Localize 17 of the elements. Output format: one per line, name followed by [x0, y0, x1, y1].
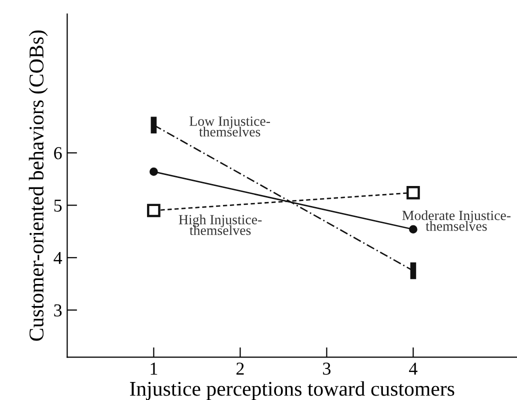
x-tick-label: 3	[323, 362, 331, 375]
point	[147, 204, 160, 218]
y-tick-label: 6	[54, 147, 62, 160]
x-tick-label: 2	[236, 362, 244, 375]
x-axis-title: Injustice perceptions toward customers	[130, 381, 454, 400]
point	[150, 168, 158, 176]
y-tick-label: 4	[54, 252, 62, 264]
series-label: Moderate Injustice- themselves	[402, 210, 511, 231]
point	[409, 225, 418, 234]
y-tick-label: 5	[54, 200, 62, 212]
point	[406, 186, 420, 200]
series-label: High Injustice- themselves	[178, 214, 262, 236]
y-axis-title: Customer-oriented behaviors (COBs)	[28, 30, 48, 341]
series-label: Low Injustice- themselves	[190, 116, 270, 137]
y-tick-label: 3	[54, 304, 62, 316]
x-tick-label: 4	[409, 362, 418, 375]
x-tick-label: 1	[150, 362, 158, 375]
